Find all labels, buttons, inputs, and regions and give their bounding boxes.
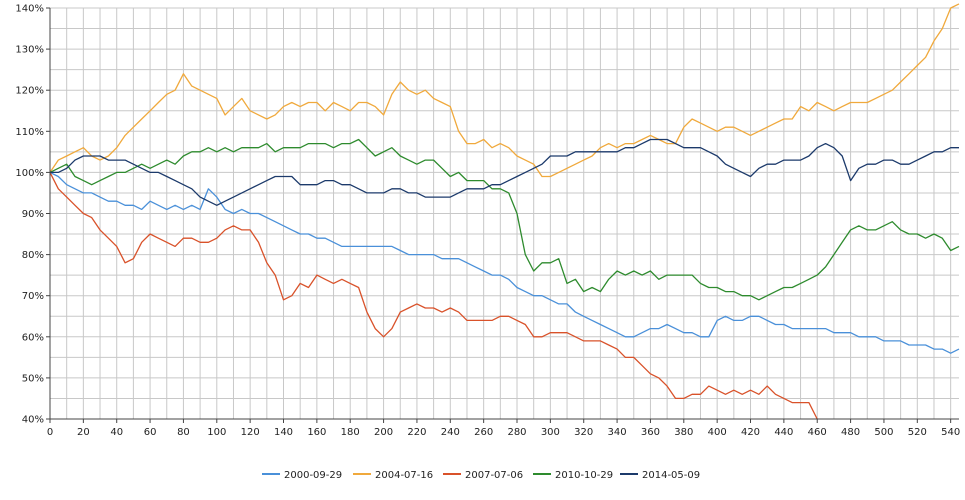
x-tick-label: 480	[841, 427, 860, 438]
x-tick-label: 420	[741, 427, 760, 438]
x-tick-label: 260	[474, 427, 493, 438]
legend: 2000-09-29 2004-07-16 2007-07-06 2010-10-29…	[262, 470, 700, 481]
legend-label: 2000-09-29	[284, 470, 342, 481]
legend-label: 2010-10-29	[555, 470, 613, 481]
y-tick-label: 50%	[22, 373, 44, 384]
y-tick-label: 130%	[15, 45, 44, 56]
legend-label: 2004-07-16	[375, 470, 433, 481]
x-tick-label: 180	[341, 427, 360, 438]
x-tick-label: 60	[144, 427, 157, 438]
legend-label: 2014-05-09	[642, 470, 700, 481]
x-tick-label: 100	[207, 427, 226, 438]
series-line-2000-09-29	[49, 171, 960, 354]
x-tick-label: 320	[574, 427, 593, 438]
y-tick-label: 40%	[22, 415, 44, 426]
x-tick-label: 40	[110, 427, 123, 438]
x-tick-label: 400	[708, 427, 727, 438]
x-tick-label: 360	[641, 427, 660, 438]
y-axis-ticks: 40% 50% 60% 70% 80% 90% 100% 110% 120% 130% 140%	[15, 4, 50, 426]
x-tick-label: 140	[274, 427, 293, 438]
series-line-2014-05-09	[50, 138, 959, 206]
y-tick-label: 90%	[22, 209, 44, 220]
x-axis-ticks: 0 20 40 60 80 100 120 140 160 180 200 220 240 260 280 3…	[47, 419, 960, 438]
x-tick-label: 160	[307, 427, 326, 438]
x-tick-label: 440	[774, 427, 793, 438]
x-tick-label: 540	[941, 427, 960, 438]
x-tick-label: 240	[441, 427, 460, 438]
series-line-2004-07-16	[49, 3, 960, 178]
axes	[49, 8, 959, 420]
y-tick-label: 80%	[22, 250, 44, 261]
y-tick-label: 100%	[15, 168, 44, 179]
x-tick-label: 380	[674, 427, 693, 438]
x-tick-label: 0	[47, 427, 53, 438]
series-line-2010-10-29	[49, 138, 960, 301]
x-tick-label: 80	[177, 427, 190, 438]
x-tick-label: 120	[241, 427, 260, 438]
y-tick-label: 70%	[22, 291, 44, 302]
x-tick-label: 220	[407, 427, 426, 438]
x-tick-label: 200	[374, 427, 393, 438]
series-line-2007-07-06	[49, 172, 818, 420]
grid	[49, 7, 959, 420]
x-tick-label: 280	[507, 427, 526, 438]
x-tick-label: 460	[808, 427, 827, 438]
x-tick-label: 500	[874, 427, 893, 438]
y-tick-label: 110%	[15, 127, 44, 138]
y-tick-label: 120%	[15, 86, 44, 97]
x-tick-label: 300	[541, 427, 560, 438]
x-tick-label: 340	[608, 427, 627, 438]
legend-label: 2007-07-06	[465, 470, 523, 481]
x-tick-label: 20	[77, 427, 90, 438]
x-tick-label: 520	[908, 427, 927, 438]
y-tick-label: 140%	[15, 4, 44, 15]
series-lines	[49, 3, 960, 420]
y-tick-label: 60%	[22, 332, 44, 343]
